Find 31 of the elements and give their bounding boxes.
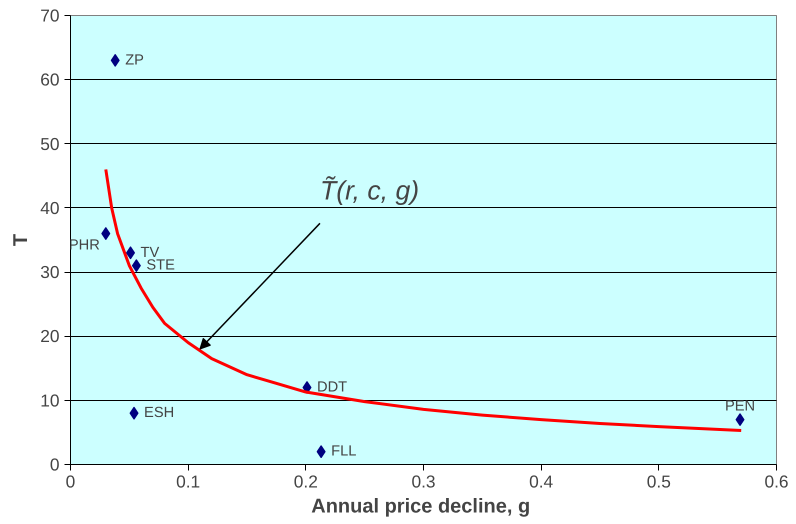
y-tick-label: 0 — [50, 454, 60, 474]
series-label: ZP — [125, 52, 144, 68]
annotation: T̃(r, c, g) — [320, 175, 420, 206]
series-label: DDT — [317, 380, 348, 396]
point — [316, 445, 326, 458]
point — [132, 259, 141, 272]
y-tick-label: 30 — [40, 262, 60, 282]
series-label: FLL — [331, 444, 356, 460]
x-tick-label: 0 — [66, 472, 76, 492]
series-label: PEN — [724, 398, 756, 415]
x-tick-label: 0.6 — [764, 472, 789, 492]
x-tick-label: 0.2 — [294, 472, 318, 492]
series-label: STE — [146, 258, 176, 274]
point — [736, 413, 745, 426]
point — [110, 54, 120, 67]
x-tick-label: 0.3 — [411, 472, 436, 492]
series-label: ESH — [144, 405, 174, 422]
x-tick-label: 0.5 — [646, 472, 671, 492]
y-tick-label: 50 — [40, 134, 60, 154]
point — [126, 246, 136, 260]
y-tick-label: 20 — [40, 326, 60, 346]
y-axis-title: T — [10, 234, 32, 246]
point — [130, 406, 139, 420]
y-tick-label: 70 — [40, 6, 60, 26]
y-tick-label: 60 — [40, 70, 60, 90]
y-tick-label: 40 — [40, 198, 60, 218]
y-tick-label: 10 — [40, 390, 60, 410]
x-axis-title: Annual price decline, g — [311, 496, 530, 518]
x-tick-label: 0.1 — [176, 472, 200, 492]
x-tick-label: 0.4 — [529, 472, 554, 492]
point — [101, 227, 110, 240]
